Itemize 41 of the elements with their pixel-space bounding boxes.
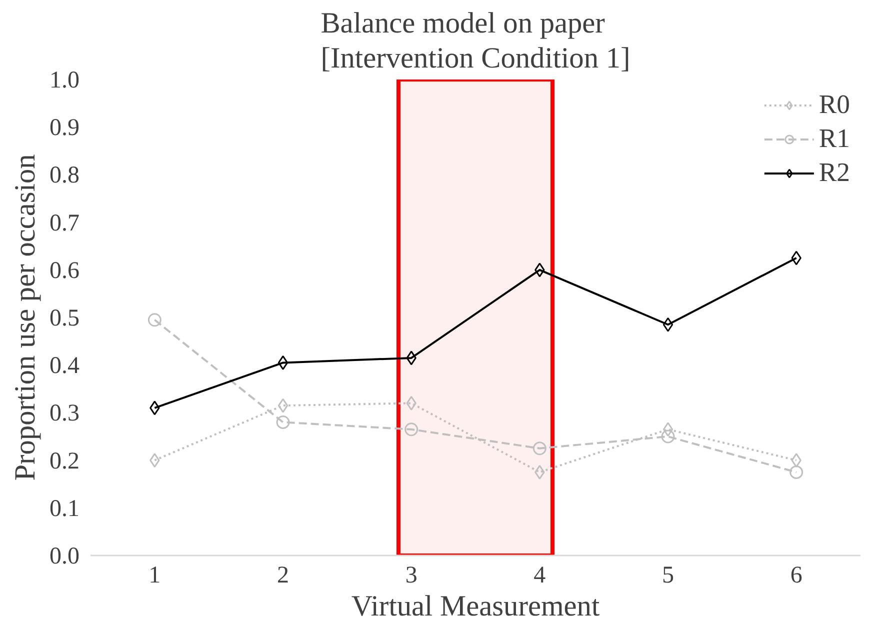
point: [406, 396, 416, 410]
point: [404, 422, 418, 436]
y-tick-label: 0.0: [50, 544, 80, 570]
y-axis-title: Proportion use per occasion: [10, 154, 42, 481]
chart-title: Balance model on paper [Intervention Condition 1]: [320, 7, 630, 74]
point: [406, 350, 416, 366]
x-tick-label: 6: [790, 562, 802, 588]
y-tick-label: 0.8: [50, 162, 80, 189]
legend-label: R2: [818, 157, 850, 188]
legend-label: R1: [818, 123, 850, 154]
point: [791, 250, 802, 266]
x-axis-title: Virtual Measurement: [351, 590, 600, 622]
legend-label: R0: [818, 89, 850, 120]
point: [791, 453, 802, 468]
x-tick-label: 2: [277, 562, 289, 588]
x-tick-label: 1: [148, 562, 161, 588]
y-tick-label: 0.3: [50, 400, 80, 427]
point: [662, 317, 674, 332]
y-tick-label: 1.0: [50, 68, 80, 94]
y-tick-label: 0.6: [50, 258, 80, 284]
point: [150, 400, 160, 416]
y-tick-label: 0.4: [50, 353, 80, 380]
x-tick-label: 4: [534, 562, 546, 588]
point: [276, 415, 290, 429]
x-tick-label: 5: [662, 562, 674, 588]
point: [532, 442, 546, 456]
point: [534, 262, 545, 278]
y-tick-label: 0.7: [50, 210, 80, 236]
point: [278, 398, 288, 413]
y-tick-label: 0.5: [50, 306, 80, 332]
point: [150, 453, 160, 468]
point: [662, 422, 674, 437]
point: [661, 430, 675, 444]
y-tick-label: 0.9: [50, 115, 80, 142]
y-tick-label: 0.2: [50, 448, 80, 474]
point: [790, 465, 804, 479]
point: [278, 355, 288, 370]
x-tick-label: 3: [405, 562, 418, 588]
point: [534, 464, 545, 480]
point: [148, 313, 162, 327]
y-tick-label: 0.1: [50, 496, 80, 522]
